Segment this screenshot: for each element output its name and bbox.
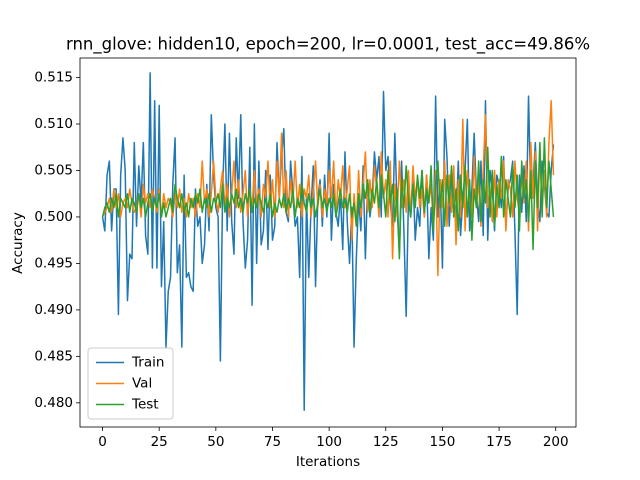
y-tick-label: 0.490 [34, 302, 73, 318]
x-tick-label: 50 [207, 434, 224, 450]
x-tick-label: 150 [430, 434, 456, 450]
y-axis-label: Accuracy [10, 212, 26, 274]
x-tick-label: 175 [486, 434, 512, 450]
chart-title: rnn_glove: hidden10, epoch=200, lr=0.000… [66, 35, 590, 55]
plot-frame [79, 57, 577, 428]
legend-label: Test [131, 397, 159, 413]
x-tick-label: 75 [264, 434, 281, 450]
y-tick-label: 0.510 [34, 116, 73, 132]
y-tick-label: 0.485 [34, 348, 73, 364]
series-line [101, 100, 555, 277]
legend-label: Train [131, 355, 164, 371]
y-tick-label: 0.480 [34, 395, 73, 411]
x-tick-label: 125 [373, 434, 399, 450]
x-axis-label: Iterations [296, 454, 360, 470]
legend-label: Val [132, 376, 152, 392]
y-tick-label: 0.495 [34, 255, 73, 271]
x-tick-label: 25 [151, 434, 168, 450]
y-tick-label: 0.500 [34, 209, 73, 225]
y-tick-label: 0.515 [34, 70, 73, 86]
x-tick-label: 0 [98, 434, 107, 450]
legend-box [87, 347, 174, 420]
y-tick-label: 0.505 [34, 162, 73, 178]
x-tick-label: 100 [316, 434, 342, 450]
series-line [101, 137, 555, 260]
series-line [101, 72, 555, 412]
x-tick-label: 200 [543, 434, 569, 450]
